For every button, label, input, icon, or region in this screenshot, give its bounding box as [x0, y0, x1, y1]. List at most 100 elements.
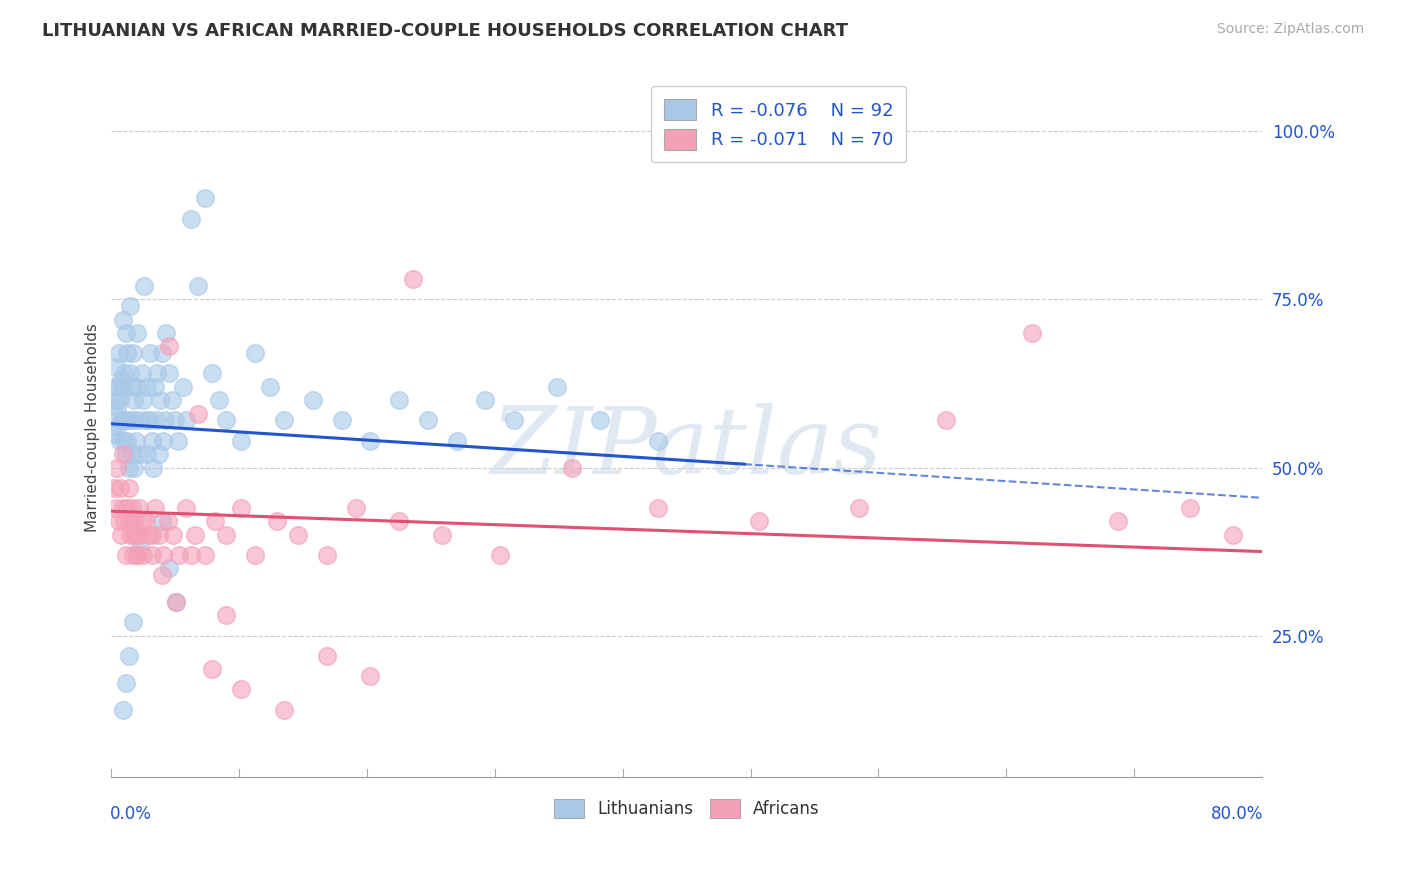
Point: [103, 426, 125, 441]
Text: 0.0%: 0.0%: [110, 805, 152, 822]
Point: [122, 346, 145, 360]
Point: [446, 434, 468, 448]
Point: [114, 413, 136, 427]
Point: [128, 413, 150, 427]
Point: [108, 434, 131, 448]
Text: ZIPatlas: ZIPatlas: [491, 403, 883, 493]
Point: [105, 420, 128, 434]
Point: [141, 548, 163, 562]
Point: [143, 380, 166, 394]
Point: [150, 346, 173, 360]
Point: [118, 481, 141, 495]
Point: [121, 500, 143, 515]
Text: Source: ZipAtlas.com: Source: ZipAtlas.com: [1216, 22, 1364, 37]
Point: [416, 413, 439, 427]
Point: [118, 648, 141, 663]
Point: [148, 447, 170, 461]
Point: [167, 548, 190, 562]
Point: [201, 662, 224, 676]
Point: [110, 528, 132, 542]
Point: [589, 413, 612, 427]
Point: [129, 528, 152, 542]
Point: [245, 346, 267, 360]
Point: [146, 367, 169, 381]
Point: [138, 413, 160, 427]
Point: [162, 528, 184, 542]
Point: [110, 413, 132, 427]
Point: [561, 460, 583, 475]
Point: [104, 359, 127, 374]
Point: [1178, 500, 1201, 515]
Point: [112, 367, 135, 381]
Point: [266, 514, 288, 528]
Point: [105, 460, 128, 475]
Point: [359, 669, 381, 683]
Point: [546, 380, 568, 394]
Point: [316, 548, 339, 562]
Point: [180, 548, 202, 562]
Point: [118, 514, 141, 528]
Point: [134, 279, 156, 293]
Point: [184, 528, 207, 542]
Point: [111, 703, 134, 717]
Point: [141, 528, 163, 542]
Point: [145, 413, 167, 427]
Point: [136, 447, 159, 461]
Point: [259, 380, 281, 394]
Point: [120, 528, 142, 542]
Point: [127, 548, 149, 562]
Point: [101, 407, 124, 421]
Point: [215, 528, 238, 542]
Point: [122, 413, 145, 427]
Point: [115, 434, 138, 448]
Point: [273, 703, 295, 717]
Point: [344, 500, 367, 515]
Point: [124, 460, 146, 475]
Point: [132, 548, 155, 562]
Point: [150, 568, 173, 582]
Point: [135, 514, 157, 528]
Point: [142, 460, 165, 475]
Point: [115, 346, 138, 360]
Point: [135, 413, 157, 427]
Point: [402, 272, 425, 286]
Point: [121, 380, 143, 394]
Point: [125, 528, 148, 542]
Point: [174, 413, 197, 427]
Point: [503, 413, 526, 427]
Point: [108, 393, 131, 408]
Point: [148, 528, 170, 542]
Point: [122, 615, 145, 630]
Point: [229, 500, 252, 515]
Point: [152, 548, 174, 562]
Point: [287, 528, 309, 542]
Point: [204, 514, 226, 528]
Point: [187, 279, 209, 293]
Point: [157, 367, 180, 381]
Point: [107, 346, 129, 360]
Point: [388, 393, 411, 408]
Y-axis label: Married-couple Households: Married-couple Households: [86, 323, 100, 532]
Point: [160, 393, 183, 408]
Point: [194, 192, 217, 206]
Point: [104, 393, 127, 408]
Point: [118, 460, 141, 475]
Point: [127, 380, 149, 394]
Point: [1222, 528, 1244, 542]
Point: [165, 595, 187, 609]
Point: [647, 434, 669, 448]
Legend: Lithuanians, Africans: Lithuanians, Africans: [547, 792, 827, 824]
Point: [208, 393, 231, 408]
Point: [180, 211, 202, 226]
Point: [114, 675, 136, 690]
Point: [273, 413, 295, 427]
Point: [132, 514, 155, 528]
Point: [121, 447, 143, 461]
Point: [229, 434, 252, 448]
Point: [174, 500, 197, 515]
Point: [245, 548, 267, 562]
Text: 80.0%: 80.0%: [1211, 805, 1263, 822]
Point: [104, 500, 127, 515]
Point: [118, 413, 141, 427]
Point: [111, 380, 134, 394]
